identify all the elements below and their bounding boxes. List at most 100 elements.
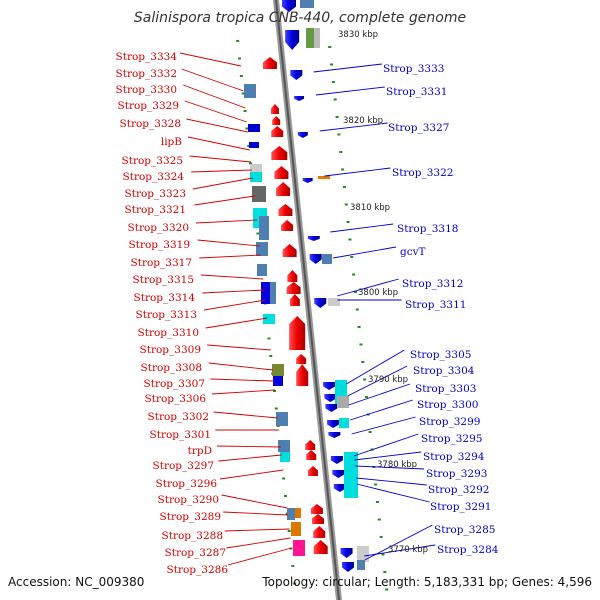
left-gene-labels: Strop_3334 Strop_3332 Strop_3330 Strop_3…: [116, 51, 229, 576]
feature-box: [244, 84, 256, 98]
gene-label[interactable]: Strop_3309: [140, 344, 201, 356]
gene-label[interactable]: Strop_3317: [131, 257, 192, 269]
gene-label[interactable]: Strop_3324: [123, 171, 185, 183]
gene-label[interactable]: Strop_3327: [388, 122, 449, 134]
feature-box: [252, 186, 266, 202]
leader-line: [351, 416, 416, 435]
genome-stats-text: Topology: circular; Length: 5,183,331 bp…: [261, 575, 592, 589]
tick-mark: [353, 291, 357, 293]
gene-label[interactable]: lipB: [161, 136, 182, 148]
tick-mark: [352, 273, 356, 276]
reverse-gene-arrow: [282, 0, 296, 12]
gene-label[interactable]: Strop_3314: [134, 292, 196, 304]
gene-label[interactable]: Strop_3325: [122, 155, 183, 167]
gene-label[interactable]: Strop_3299: [419, 416, 480, 428]
gene-label[interactable]: Strop_3310: [138, 327, 199, 339]
reverse-gene-arrow: [307, 236, 320, 241]
feature-box: [257, 264, 267, 276]
leader-line: [223, 511, 289, 516]
gene-label[interactable]: Strop_3315: [133, 274, 194, 286]
tick-mark: [341, 168, 345, 171]
gene-label[interactable]: Strop_3318: [397, 223, 458, 235]
gene-label[interactable]: Strop_3313: [136, 309, 197, 321]
gene-label[interactable]: Strop_3312: [402, 278, 463, 290]
gene-label[interactable]: Strop_3284: [437, 544, 499, 556]
leader-line: [210, 378, 275, 382]
gene-label[interactable]: Strop_3320: [128, 222, 189, 234]
gene-label[interactable]: Strop_3288: [162, 530, 223, 542]
tick-mark: [269, 355, 273, 357]
forward-gene-arrow: [274, 166, 289, 179]
leader-line: [192, 177, 253, 190]
gene-label[interactable]: Strop_3323: [125, 188, 186, 200]
gene-label[interactable]: Strop_3302: [148, 411, 209, 423]
leader-line: [187, 136, 250, 151]
gene-label[interactable]: Strop_3289: [160, 511, 221, 523]
reverse-gene-arrow: [328, 432, 341, 438]
tick-mark: [243, 110, 247, 112]
gene-label[interactable]: Strop_3296: [156, 478, 218, 490]
gene-label[interactable]: Strop_3287: [165, 547, 226, 559]
gene-label[interactable]: Strop_3332: [116, 68, 177, 80]
gene-label[interactable]: Strop_3286: [167, 564, 229, 576]
leader-line: [202, 289, 265, 294]
gene-label[interactable]: Strop_3322: [392, 167, 453, 179]
feature-box: [357, 560, 365, 570]
gene-label[interactable]: Strop_3307: [144, 378, 205, 390]
gene-label[interactable]: Strop_3329: [118, 100, 179, 112]
tick-mark: [348, 238, 352, 241]
forward-gene-arrow: [305, 440, 316, 450]
forward-gene-arrow: [271, 126, 284, 137]
forward-gene-arrow: [289, 294, 300, 306]
gene-label[interactable]: trpD: [188, 445, 212, 457]
label-leader-lines: [179, 52, 436, 566]
gene-label[interactable]: Strop_3330: [116, 84, 177, 96]
feature-box: [263, 314, 275, 324]
kbp-marks: 3830 kbp 3820 kbp 3810 kbp 3800 kbp 3790…: [338, 30, 428, 555]
gene-label[interactable]: Strop_3303: [415, 383, 476, 395]
tick-mark: [385, 588, 389, 591]
reverse-gene-arrow: [327, 420, 340, 428]
kbp-mark: 3780 kbp: [377, 460, 417, 470]
gene-label[interactable]: Strop_3319: [129, 239, 190, 251]
reverse-gene-arrow: [294, 96, 305, 101]
gene-label[interactable]: Strop_3304: [413, 365, 475, 377]
gene-label[interactable]: gcvT: [400, 246, 426, 258]
gene-label[interactable]: Strop_3292: [428, 484, 489, 496]
gene-label[interactable]: Strop_3285: [434, 524, 495, 536]
gene-label[interactable]: Strop_3301: [150, 429, 211, 441]
gene-label[interactable]: Strop_3300: [417, 399, 478, 411]
leader-line: [333, 246, 397, 259]
gene-label[interactable]: Strop_3295: [421, 433, 482, 445]
leader-line: [356, 477, 427, 486]
reverse-gene-arrow: [323, 382, 336, 390]
forward-gene-arrow: [286, 282, 301, 294]
gene-label[interactable]: Strop_3306: [145, 393, 207, 405]
leader-line: [216, 445, 281, 448]
gene-label[interactable]: Strop_3328: [120, 118, 181, 130]
gene-label[interactable]: Strop_3331: [386, 86, 447, 98]
gene-label[interactable]: Strop_3294: [423, 451, 485, 463]
gene-label[interactable]: Strop_3290: [158, 494, 219, 506]
reverse-gene-arrow: [330, 456, 343, 464]
gene-label[interactable]: Strop_3297: [153, 460, 214, 472]
feature-box: [322, 254, 332, 264]
gene-label[interactable]: Strop_3308: [141, 362, 202, 374]
feature-box: [280, 452, 290, 462]
feature-box: [318, 176, 330, 179]
gene-label[interactable]: Strop_3334: [116, 51, 178, 63]
gene-label[interactable]: Strop_3311: [405, 299, 466, 311]
tick-mark: [335, 116, 339, 118]
forward-gene-arrow: [313, 526, 326, 538]
gene-label[interactable]: Strop_3293: [426, 468, 487, 480]
gene-label[interactable]: Strop_3333: [383, 63, 444, 75]
feature-box: [250, 164, 262, 174]
gene-label[interactable]: Strop_3321: [125, 204, 186, 216]
kbp-mark: 3820 kbp: [343, 116, 383, 126]
gene-label[interactable]: Strop_3291: [430, 501, 491, 513]
gene-label[interactable]: Strop_3305: [410, 349, 471, 361]
leader-line: [336, 278, 399, 297]
feature-box: [249, 142, 259, 148]
